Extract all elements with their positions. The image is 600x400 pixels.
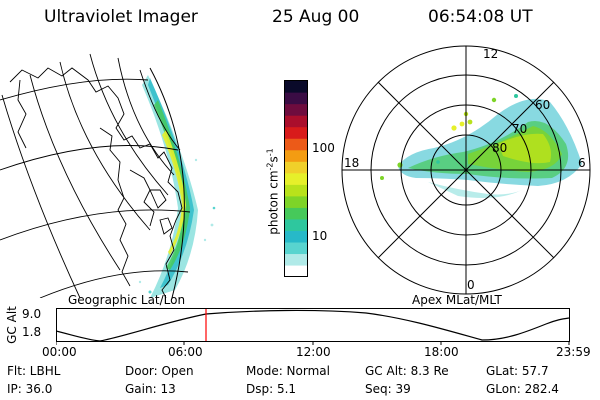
colorbar-segment xyxy=(285,161,308,174)
colorbar-segment xyxy=(285,218,308,231)
altitude-ylabel: GC Alt xyxy=(4,306,19,344)
altitude-xaxis-ticks xyxy=(56,341,570,345)
colorbar-tick-10: 10 xyxy=(312,229,328,243)
colorbar-segment xyxy=(285,115,308,128)
mlat-label-70: 70 xyxy=(512,122,528,136)
mlt-label-dawn: 6 xyxy=(578,156,586,170)
polar-mlt-spokes xyxy=(342,46,590,294)
filter-readout: Flt: LBHL xyxy=(7,364,61,378)
unit-text-s: s xyxy=(266,156,281,163)
altitude-curve xyxy=(56,309,570,342)
colorbar-segment xyxy=(285,103,308,116)
colorbar-segment xyxy=(285,92,308,105)
colorbar-segment xyxy=(285,172,308,185)
door-readout: Door: Open xyxy=(125,364,194,378)
mlat-label-80: 80 xyxy=(492,141,508,155)
colorbar-segment xyxy=(285,184,308,197)
colorbar-segment xyxy=(285,264,308,277)
glat-readout: GLat: 57.7 xyxy=(486,364,549,378)
geo-aurora-emission xyxy=(142,75,198,298)
colorbar-tick-100: 100 xyxy=(312,141,335,155)
colorbar-segment xyxy=(285,149,308,162)
colorbar-segment xyxy=(285,207,308,220)
geo-panel-label: Geographic Lat/Lon xyxy=(68,293,186,307)
geo-speckle xyxy=(138,158,216,294)
observation-time: 06:54:08 UT xyxy=(428,7,533,27)
polar-aurora-emission xyxy=(398,98,582,198)
instrument-title: Ultraviolet Imager xyxy=(44,7,198,27)
time-tick-1800: 18:00 xyxy=(424,345,459,359)
polar-panel-label: Apex MLat/MLT xyxy=(412,293,502,307)
geographic-map-panel xyxy=(0,53,216,298)
mode-readout: Mode: Normal xyxy=(246,364,330,378)
dsp-readout: Dsp: 5.1 xyxy=(246,382,297,396)
glon-readout: GLon: 282.4 xyxy=(486,382,559,396)
colorbar-segment xyxy=(285,80,308,93)
gc-alt-readout: GC Alt: 8.3 Re xyxy=(365,364,449,378)
time-tick-2359: 23:59 xyxy=(556,345,591,359)
mlt-label-noon: 12 xyxy=(483,47,499,61)
colorbar-segment xyxy=(285,253,308,266)
mlat-label-60: 60 xyxy=(535,98,551,112)
colorbar-segment xyxy=(285,230,308,243)
colorbar xyxy=(284,80,308,277)
colorbar-segment xyxy=(285,138,308,151)
polar-mlat-mlt-panel xyxy=(341,45,591,295)
colorbar-segment xyxy=(285,126,308,139)
colorbar-segment xyxy=(285,195,308,208)
colorbar-unit-label: photon cm-2s-1 xyxy=(266,122,281,262)
seq-readout: Seq: 39 xyxy=(365,382,411,396)
mlt-label-midnight: 0 xyxy=(467,278,475,292)
globe-limb xyxy=(149,67,185,298)
altitude-ytick-9: 9.0 xyxy=(22,307,42,321)
time-tick-1200: 12:00 xyxy=(296,345,331,359)
unit-exp-time: -1 xyxy=(265,148,275,157)
ip-readout: IP: 36.0 xyxy=(7,382,53,396)
unit-exp-area: -2 xyxy=(265,162,275,171)
observation-date: 25 Aug 00 xyxy=(272,7,360,27)
geo-parallels xyxy=(0,78,191,298)
unit-text-photon: photon cm xyxy=(266,170,281,235)
colorbar-segment xyxy=(285,241,308,255)
altitude-ytick-1-8: 1.8 xyxy=(22,325,42,339)
time-tick-0000: 00:00 xyxy=(42,345,77,359)
time-tick-0600: 06:00 xyxy=(168,345,203,359)
altitude-plot xyxy=(56,308,570,345)
gain-readout: Gain: 13 xyxy=(125,382,176,396)
geo-coastlines xyxy=(9,67,183,298)
mlt-label-dusk: 18 xyxy=(344,156,360,170)
